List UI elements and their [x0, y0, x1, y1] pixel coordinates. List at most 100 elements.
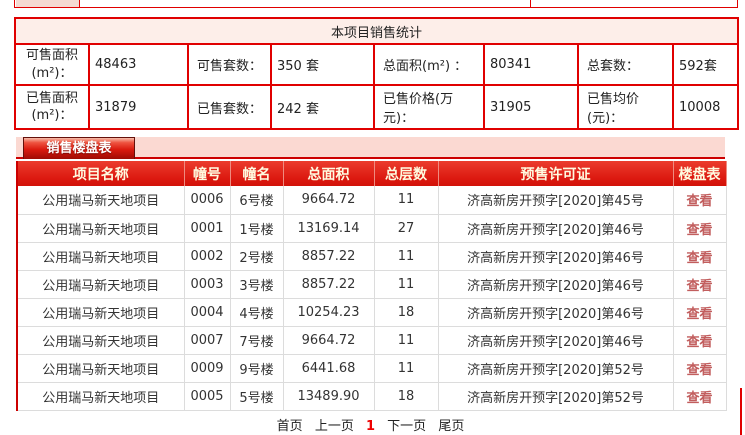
- sales-statistics-table: 本项目销售统计 可售面积 (m²)： 48463 可售套数： 350 套 总面积…: [13, 17, 740, 131]
- building-table-body: 公用瑞马新天地项目 0006 6号楼 9664.72 11 济高新房开预字[20…: [17, 186, 727, 411]
- tab-sales-building-list[interactable]: 销售楼盘表: [23, 137, 135, 159]
- cell-project-name: 公用瑞马新天地项目: [17, 382, 185, 411]
- stat-value-sold-price: 31905: [483, 84, 579, 131]
- table-row: 公用瑞马新天地项目 0005 5号楼 13489.90 18 济高新房开预字[2…: [17, 382, 727, 411]
- cell-total-floors: 11: [374, 242, 439, 271]
- cell-building-name: 2号楼: [230, 242, 284, 271]
- cell-building-name: 9号楼: [230, 354, 284, 383]
- view-link[interactable]: 查看: [686, 222, 713, 238]
- cell-building-no: 0003: [184, 270, 231, 299]
- cell-total-floors: 11: [374, 270, 439, 299]
- cell-view: 查看: [673, 326, 727, 355]
- stat-label-total-units: 总套数：: [577, 42, 674, 87]
- cell-total-area: 10254.23: [283, 298, 375, 327]
- cell-view: 查看: [673, 214, 727, 243]
- cell-presale-license: 济高新房开预字[2020]第52号: [438, 354, 674, 383]
- cell-total-area: 13169.14: [283, 214, 375, 243]
- pagination-first[interactable]: 首页: [276, 419, 303, 434]
- cell-total-floors: 11: [374, 186, 439, 215]
- view-link[interactable]: 查看: [686, 334, 713, 350]
- cell-building-no: 0005: [184, 382, 231, 411]
- table-row: 公用瑞马新天地项目 0007 7号楼 9664.72 11 济高新房开预字[20…: [17, 326, 727, 355]
- col-header-building-no: 幢号: [184, 161, 231, 186]
- table-row: 公用瑞马新天地项目 0001 1号楼 13169.14 27 济高新房开预字[2…: [17, 214, 727, 243]
- view-link[interactable]: 查看: [686, 362, 713, 378]
- cell-total-area: 6441.68: [283, 354, 375, 383]
- stat-label-sold-avg-price: 已售均价(元)：: [577, 84, 674, 131]
- stat-value-sold-avg-price: 10008: [671, 84, 740, 131]
- stat-label-sold-price: 已售价格(万元)：: [373, 84, 485, 131]
- sales-statistics-section: 本项目销售统计 可售面积 (m²)： 48463 可售套数： 350 套 总面积…: [13, 17, 740, 131]
- cell-total-floors: 11: [374, 354, 439, 383]
- cell-presale-license: 济高新房开预字[2020]第46号: [438, 214, 674, 243]
- stat-value-total-units: 592套: [671, 42, 740, 87]
- cell-total-area: 13489.90: [283, 382, 375, 411]
- cell-view: 查看: [673, 242, 727, 271]
- stat-value-sold-area: 31879: [88, 84, 189, 131]
- cutoff-table-divider: [530, 0, 531, 7]
- cell-presale-license: 济高新房开预字[2020]第52号: [438, 382, 674, 411]
- cell-project-name: 公用瑞马新天地项目: [17, 354, 185, 383]
- stat-value-sellable-area: 48463: [88, 42, 189, 87]
- col-header-building-name: 幢名: [230, 161, 284, 186]
- cell-building-name: 5号楼: [230, 382, 284, 411]
- cell-view: 查看: [673, 270, 727, 299]
- cell-total-area: 8857.22: [283, 242, 375, 271]
- cell-project-name: 公用瑞马新天地项目: [17, 298, 185, 327]
- stat-value-total-area: 80341: [483, 42, 579, 87]
- view-link[interactable]: 查看: [686, 278, 713, 294]
- cell-project-name: 公用瑞马新天地项目: [17, 326, 185, 355]
- col-header-presale-license: 预售许可证: [438, 161, 674, 186]
- stat-label-sold-units: 已售套数：: [187, 84, 272, 131]
- cell-view: 查看: [673, 382, 727, 411]
- stat-label-sellable-units: 可售套数：: [187, 42, 272, 87]
- stat-label-sellable-area: 可售面积 (m²)：: [14, 42, 90, 87]
- view-link[interactable]: 查看: [686, 306, 713, 322]
- view-link[interactable]: 查看: [686, 194, 713, 210]
- table-row: 公用瑞马新天地项目 0004 4号楼 10254.23 18 济高新房开预字[2…: [17, 298, 727, 327]
- cell-total-area: 9664.72: [283, 326, 375, 355]
- cell-total-area: 9664.72: [283, 186, 375, 215]
- cell-building-no: 0006: [184, 186, 231, 215]
- cell-building-no: 0004: [184, 298, 231, 327]
- cell-total-floors: 27: [374, 214, 439, 243]
- cell-building-name: 7号楼: [230, 326, 284, 355]
- cell-project-name: 公用瑞马新天地项目: [17, 242, 185, 271]
- cell-project-name: 公用瑞马新天地项目: [17, 214, 185, 243]
- pagination-current-page: 1: [365, 419, 376, 434]
- cell-view: 查看: [673, 186, 727, 215]
- cell-view: 查看: [673, 298, 727, 327]
- cell-project-name: 公用瑞马新天地项目: [17, 186, 185, 215]
- col-header-building-list: 楼盘表: [673, 161, 727, 186]
- table-row: 公用瑞马新天地项目 0002 2号楼 8857.22 11 济高新房开预字[20…: [17, 242, 727, 271]
- frame-border-fragment: [740, 388, 742, 435]
- cell-building-name: 6号楼: [230, 186, 284, 215]
- cell-presale-license: 济高新房开预字[2020]第46号: [438, 298, 674, 327]
- building-table-header-row: 项目名称 幢号 幢名 总面积 总层数 预售许可证 楼盘表: [17, 161, 727, 186]
- cell-building-no: 0007: [184, 326, 231, 355]
- cell-building-name: 1号楼: [230, 214, 284, 243]
- pagination-prev[interactable]: 上一页: [314, 419, 354, 434]
- pagination-next[interactable]: 下一页: [387, 419, 427, 434]
- stat-value-sellable-units: 350 套: [270, 42, 375, 87]
- pagination-last[interactable]: 尾页: [438, 419, 465, 434]
- table-row: 公用瑞马新天地项目 0009 9号楼 6441.68 11 济高新房开预字[20…: [17, 354, 727, 383]
- view-link[interactable]: 查看: [686, 250, 713, 266]
- col-header-total-floors: 总层数: [374, 161, 439, 186]
- stats-title: 本项目销售统计: [13, 17, 740, 45]
- table-row: 公用瑞马新天地项目 0006 6号楼 9664.72 11 济高新房开预字[20…: [17, 186, 727, 215]
- cell-building-no: 0009: [184, 354, 231, 383]
- building-table: 项目名称 幢号 幢名 总面积 总层数 预售许可证 楼盘表 公用瑞马新天地项目 0…: [16, 161, 727, 411]
- cell-view: 查看: [673, 354, 727, 383]
- cell-presale-license: 济高新房开预字[2020]第46号: [438, 242, 674, 271]
- stat-label-total-area: 总面积(m²) ：: [373, 42, 485, 87]
- cutoff-table-fragment: [14, 0, 738, 8]
- cell-total-floors: 18: [374, 382, 439, 411]
- cell-building-name: 3号楼: [230, 270, 284, 299]
- view-link[interactable]: 查看: [686, 390, 713, 406]
- pagination: 首页 上一页 1 下一页 尾页: [16, 415, 725, 434]
- col-header-project-name: 项目名称: [17, 161, 185, 186]
- tab-bar: 销售楼盘表: [16, 137, 725, 159]
- cell-total-floors: 18: [374, 298, 439, 327]
- cell-building-no: 0002: [184, 242, 231, 271]
